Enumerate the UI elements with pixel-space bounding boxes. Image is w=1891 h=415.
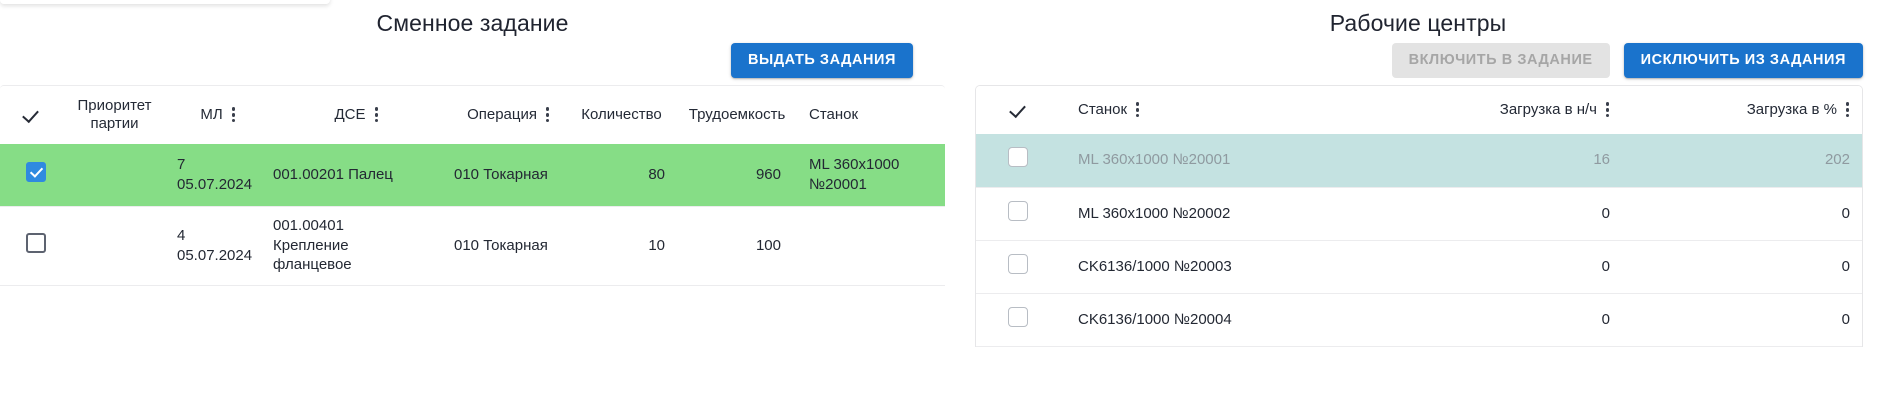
cell-ml: 4 05.07.2024 [177, 226, 253, 264]
column-header-dse: ДСЕ [273, 86, 440, 144]
cell-load-percent: 0 [1841, 204, 1850, 222]
table-row[interactable]: ML 360x1000 №20001 16 202 [976, 134, 1862, 187]
row-checkbox-cell [0, 144, 66, 206]
column-label-labor: Трудоемкость [688, 105, 786, 123]
cell-ml: 7 05.07.2024 [177, 155, 253, 193]
select-all-header-right [976, 86, 1064, 134]
shift-task-header-row: Приоритет партии МЛ ДСЕ [0, 86, 945, 144]
cell-labor: 100 [755, 236, 781, 254]
include-in-task-button[interactable]: ВКЛЮЧИТЬ В ЗАДАНИЕ [1391, 42, 1610, 78]
cell-machine [795, 206, 945, 285]
cell-labor: 960 [755, 165, 781, 183]
table-row[interactable]: 4 05.07.2024 001.00401 Крепление фланцев… [0, 206, 945, 285]
column-header-machine: Станок [795, 86, 945, 144]
cell-load-percent: 202 [1824, 151, 1850, 169]
column-header-wc-machine: Станок [1064, 86, 1354, 134]
shift-task-table-body: 7 05.07.2024 001.00201 Палец 010 Токарна… [0, 144, 945, 285]
row-checkbox[interactable] [26, 232, 46, 253]
cell-load-percent: 0 [1841, 310, 1850, 328]
cell-dse: 001.00201 Палец [273, 165, 393, 183]
column-label-wc-machine: Станок [1078, 100, 1128, 118]
select-all-check-icon[interactable] [22, 104, 44, 126]
row-checkbox[interactable] [1008, 200, 1028, 221]
column-label-machine: Станок [809, 105, 859, 123]
cell-load-percent: 0 [1841, 257, 1850, 275]
select-all-header [0, 86, 66, 144]
column-menu-icon-load-hours[interactable] [1606, 102, 1610, 118]
cell-load-hours: 0 [1601, 204, 1610, 222]
cell-load-hours: 0 [1601, 257, 1610, 275]
select-all-check-icon-right[interactable] [1009, 99, 1031, 121]
cell-wc-machine: ML 360x1000 №20002 [1078, 204, 1231, 222]
cell-operation: 010 Токарная [454, 236, 548, 254]
column-menu-icon-load-percent[interactable] [1846, 102, 1850, 118]
exclude-from-task-button[interactable]: ИСКЛЮЧИТЬ ИЗ ЗАДАНИЯ [1623, 42, 1863, 78]
column-menu-icon-ml[interactable] [231, 107, 236, 123]
work-centers-table-head: Станок Загрузка в н/ч [976, 86, 1862, 134]
row-checkbox-cell [976, 134, 1064, 187]
row-checkbox[interactable] [1008, 306, 1028, 327]
work-centers-title: Рабочие центры [1329, 10, 1507, 36]
column-menu-icon-wc-machine[interactable] [1136, 102, 1140, 118]
cell-priority [66, 144, 163, 206]
row-checkbox[interactable] [1008, 253, 1028, 274]
cell-machine: ML 360x1000 №20001 [809, 155, 900, 193]
row-checkbox[interactable] [26, 161, 46, 182]
work-centers-panel: Рабочие центры ВКЛЮЧИТЬ В ЗАДАНИЕ ИСКЛЮЧ… [945, 0, 1891, 415]
issue-tasks-button[interactable]: ВЫДАТЬ ЗАДАНИЯ [731, 42, 913, 78]
work-centers-table: Станок Загрузка в н/ч [976, 86, 1862, 347]
cell-priority [66, 206, 163, 285]
cell-operation: 010 Токарная [454, 165, 548, 183]
cell-load-hours: 16 [1593, 151, 1610, 169]
column-label-load-percent: Загрузка в % [1746, 100, 1837, 118]
column-header-operation: Операция [440, 86, 564, 144]
column-label-load-hours: Загрузка в н/ч [1499, 100, 1597, 118]
work-centers-header-row: Станок Загрузка в н/ч [976, 86, 1862, 134]
cell-quantity: 10 [648, 236, 665, 254]
cell-wc-machine: CK6136/1000 №20004 [1078, 310, 1232, 328]
column-header-load-hours: Загрузка в н/ч [1354, 86, 1624, 134]
column-menu-icon-dse[interactable] [374, 107, 379, 123]
table-row[interactable]: ML 360x1000 №20002 0 0 [976, 187, 1862, 240]
top-card-edge [0, 0, 330, 4]
shift-task-panel: Сменное задание ВЫДАТЬ ЗАДАНИЯ [0, 0, 945, 415]
column-label-priority: Приоритет партии [77, 96, 152, 132]
cell-load-hours: 0 [1601, 310, 1610, 328]
row-checkbox[interactable] [1008, 147, 1028, 168]
column-header-quantity: Количество [564, 86, 679, 144]
column-header-labor: Трудоемкость [679, 86, 795, 144]
column-label-dse: ДСЕ [334, 105, 366, 123]
table-row[interactable]: CK6136/1000 №20004 0 0 [976, 293, 1862, 346]
column-header-priority: Приоритет партии [66, 86, 163, 144]
shift-task-title: Сменное задание [376, 10, 569, 36]
cell-quantity: 80 [648, 165, 665, 183]
shift-task-table-card: Приоритет партии МЛ ДСЕ [0, 85, 945, 286]
cell-wc-machine: ML 360x1000 №20001 [1078, 151, 1231, 169]
table-row[interactable]: CK6136/1000 №20003 0 0 [976, 240, 1862, 293]
column-label-operation: Операция [467, 105, 537, 123]
column-menu-icon-operation[interactable] [546, 107, 550, 123]
column-label-quantity: Количество [581, 105, 662, 123]
work-centers-table-card: Станок Загрузка в н/ч [975, 85, 1863, 347]
row-checkbox-cell [976, 187, 1064, 240]
row-checkbox-cell [0, 206, 66, 285]
shift-task-table-head: Приоритет партии МЛ ДСЕ [0, 86, 945, 144]
shift-task-table: Приоритет партии МЛ ДСЕ [0, 86, 945, 286]
row-checkbox-cell [976, 240, 1064, 293]
table-row[interactable]: 7 05.07.2024 001.00201 Палец 010 Токарна… [0, 144, 945, 206]
cell-dse: 001.00401 Крепление фланцевое [273, 216, 352, 274]
work-centers-table-body: ML 360x1000 №20001 16 202 ML 360x1000 №2… [976, 134, 1862, 346]
work-centers-actionbar: ВКЛЮЧИТЬ В ЗАДАНИЕ ИСКЛЮЧИТЬ ИЗ ЗАДАНИЯ [945, 35, 1891, 85]
column-header-ml: МЛ [163, 86, 273, 144]
column-label-ml: МЛ [200, 105, 223, 123]
column-header-load-percent: Загрузка в % [1624, 86, 1862, 134]
shift-task-actionbar: ВЫДАТЬ ЗАДАНИЯ [0, 35, 945, 85]
row-checkbox-cell [976, 293, 1064, 346]
clipped-header-text [700, 0, 1220, 3]
cell-wc-machine: CK6136/1000 №20003 [1078, 257, 1232, 275]
